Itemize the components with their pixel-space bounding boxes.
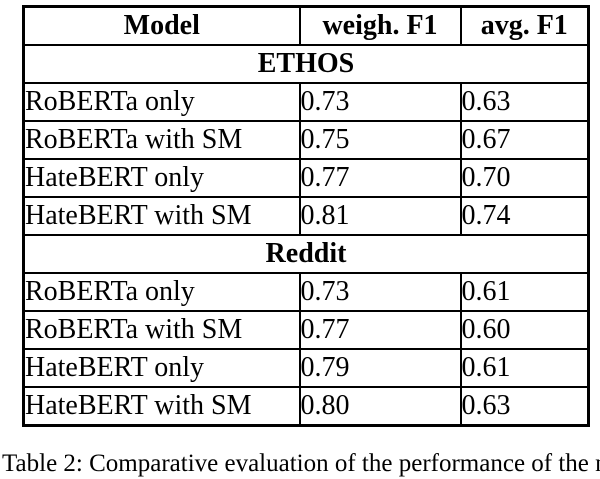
- weighted-f1-cell: 0.75: [298, 120, 462, 160]
- avg-f1-cell: 0.67: [459, 120, 590, 160]
- weighted-f1-cell: 0.81: [298, 196, 462, 236]
- table-row: RoBERTa only 0.73 0.63: [22, 82, 590, 122]
- model-name-cell: RoBERTa only: [22, 82, 301, 122]
- table-row: HateBERT with SM 0.80 0.63: [22, 386, 590, 427]
- model-name-cell: HateBERT only: [22, 158, 301, 198]
- table-row: HateBERT with SM 0.81 0.74: [22, 196, 590, 236]
- table-row: HateBERT only 0.77 0.70: [22, 158, 590, 198]
- table-row: HateBERT only 0.79 0.61: [22, 348, 590, 388]
- section-row-reddit: Reddit: [22, 234, 590, 274]
- avg-f1-cell: 0.60: [459, 310, 590, 350]
- model-name-cell: RoBERTa with SM: [22, 310, 301, 350]
- weighted-f1-cell: 0.77: [298, 158, 462, 198]
- model-name-cell: HateBERT with SM: [22, 386, 301, 427]
- model-name-cell: RoBERTa only: [22, 272, 301, 312]
- avg-f1-cell: 0.61: [459, 272, 590, 312]
- column-header-model: Model: [22, 5, 301, 46]
- section-header-ethos: ETHOS: [22, 44, 590, 84]
- model-name-cell: RoBERTa with SM: [22, 120, 301, 160]
- weighted-f1-cell: 0.73: [298, 82, 462, 122]
- column-header-weighted-f1: weigh. F1: [298, 5, 462, 46]
- weighted-f1-cell: 0.73: [298, 272, 462, 312]
- table-row: RoBERTa only 0.73 0.61: [22, 272, 590, 312]
- section-row-ethos: ETHOS: [22, 44, 590, 84]
- table-header-row: Model weigh. F1 avg. F1: [22, 5, 590, 46]
- avg-f1-cell: 0.63: [459, 82, 590, 122]
- model-name-cell: HateBERT only: [22, 348, 301, 388]
- table-row: RoBERTa with SM 0.77 0.60: [22, 310, 590, 350]
- column-header-avg-f1: avg. F1: [459, 5, 590, 46]
- avg-f1-cell: 0.61: [459, 348, 590, 388]
- model-name-cell: HateBERT with SM: [22, 196, 301, 236]
- avg-f1-cell: 0.70: [459, 158, 590, 198]
- avg-f1-cell: 0.63: [459, 386, 590, 427]
- weighted-f1-cell: 0.79: [298, 348, 462, 388]
- section-header-reddit: Reddit: [22, 234, 590, 274]
- weighted-f1-cell: 0.80: [298, 386, 462, 427]
- results-table: Model weigh. F1 avg. F1 ETHOS RoBERTa on…: [22, 5, 590, 427]
- weighted-f1-cell: 0.77: [298, 310, 462, 350]
- table-row: RoBERTa with SM 0.75 0.67: [22, 120, 590, 160]
- avg-f1-cell: 0.74: [459, 196, 590, 236]
